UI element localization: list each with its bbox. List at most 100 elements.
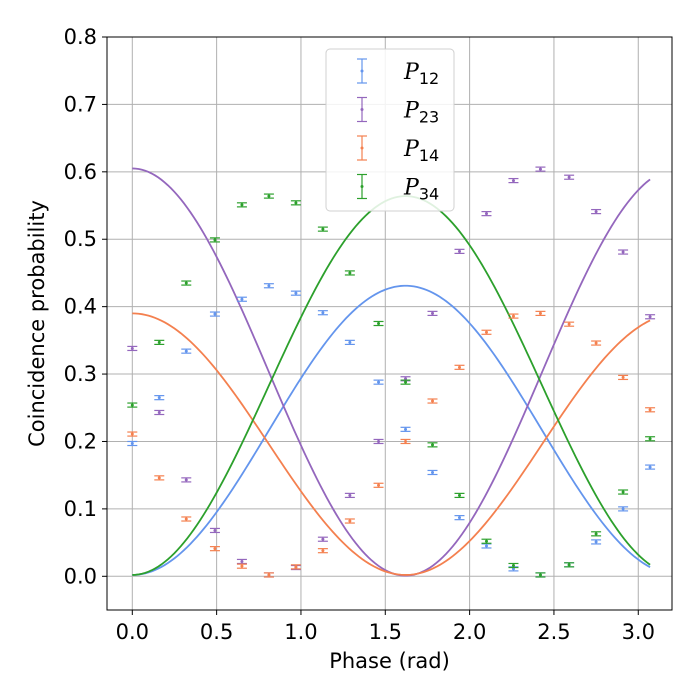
y-tick-label: 0.6: [64, 160, 97, 184]
y-tick-label: 0.1: [64, 497, 97, 521]
legend-entry-14: P14: [357, 135, 439, 165]
legend-marker: [360, 108, 364, 111]
legend-label-subscript: 14: [419, 146, 439, 165]
data-point: [484, 544, 488, 548]
error-bar-point: [400, 438, 411, 445]
error-bar-point: [263, 572, 274, 578]
y-tick-label: 0.0: [64, 564, 97, 588]
error-bar-point: [427, 398, 438, 404]
x-tick-label: 3.0: [622, 620, 655, 644]
data-point: [484, 330, 488, 334]
error-bar-point: [317, 310, 328, 316]
error-bar-point: [154, 339, 165, 345]
legend-label-main: P: [403, 176, 420, 201]
error-bar-point: [317, 536, 328, 542]
legend-entry-12: P12: [357, 58, 439, 88]
data-point: [267, 284, 271, 288]
error-bar-point: [236, 563, 247, 569]
fit-curves: [132, 167, 651, 577]
data-point: [321, 549, 325, 553]
data-point: [348, 493, 352, 497]
fit-curve-34: [132, 195, 651, 576]
legend-label: P34: [403, 176, 439, 204]
error-bar-point: [263, 283, 274, 289]
error-bar-point: [181, 280, 192, 286]
data-point: [404, 380, 408, 384]
error-bar-point: [508, 562, 519, 569]
data-point: [457, 249, 461, 253]
data-point: [321, 311, 325, 315]
error-bar-point: [127, 431, 138, 437]
legend-label-main: P: [403, 99, 420, 124]
fit-curve-14: [132, 312, 651, 576]
error-bar-point: [236, 202, 247, 208]
x-tick-label: 1.0: [284, 620, 317, 644]
data-point: [348, 519, 352, 523]
x-tick-label: 2.0: [453, 620, 486, 644]
error-bar-point: [564, 562, 575, 568]
data-point: [511, 314, 515, 318]
error-bar-point: [535, 572, 546, 578]
data-point: [404, 427, 408, 431]
data-point: [157, 396, 161, 400]
data-point: [648, 465, 652, 469]
error-bar-point: [236, 296, 247, 302]
error-bar-point: [481, 329, 492, 335]
error-bar-point: [618, 489, 629, 495]
error-bar-point: [591, 531, 602, 537]
legend-entry-23: P23: [357, 96, 439, 127]
data-point: [648, 437, 652, 441]
legend-label-main: P: [403, 60, 420, 85]
error-bar-point: [645, 407, 656, 413]
series-points-12: [127, 283, 656, 578]
data-point: [567, 563, 571, 567]
error-bar-point: [481, 543, 492, 549]
y-tick-label: 0.2: [64, 429, 97, 453]
data-point: [184, 517, 188, 521]
error-bar-point: [427, 310, 438, 317]
legend-box: [325, 48, 455, 212]
error-bar-point: [400, 426, 411, 432]
data-point: [213, 312, 217, 316]
data-point: [213, 547, 217, 551]
data-point: [240, 564, 244, 568]
data-point: [267, 573, 271, 577]
y-tick-label: 0.5: [64, 227, 97, 251]
data-point: [213, 528, 217, 532]
x-axis-ticks: 0.0 0.5 1.0 1.5 2.0 2.5 3.0: [116, 610, 655, 644]
error-bar-point: [454, 364, 465, 370]
data-point: [240, 203, 244, 207]
data-point: [484, 212, 488, 216]
data-point: [457, 493, 461, 497]
x-tick-label: 0.5: [200, 620, 233, 644]
series-points-14: [127, 310, 656, 578]
error-bar-point: [154, 395, 165, 401]
error-bar-point: [344, 518, 355, 524]
data-point: [567, 175, 571, 179]
error-bar-point: [209, 311, 220, 317]
error-bar-point: [454, 492, 465, 499]
error-bar-point: [154, 475, 165, 481]
error-bar-point: [481, 210, 492, 217]
data-point: [621, 250, 625, 254]
error-bar-point: [508, 177, 519, 184]
data-point: [130, 403, 134, 407]
error-bar-point: [236, 558, 247, 565]
error-bar-point: [373, 379, 384, 385]
x-tick-label: 0.0: [116, 620, 149, 644]
data-point: [594, 532, 598, 536]
error-bar-point: [344, 492, 355, 499]
error-bar-point: [427, 442, 438, 448]
error-bar-point: [618, 374, 629, 381]
legend-label: P23: [403, 99, 439, 127]
data-point: [431, 470, 435, 474]
data-point: [213, 238, 217, 242]
data-point: [294, 201, 298, 205]
data-point: [431, 399, 435, 403]
data-point: [184, 281, 188, 285]
legend-label-main: P: [403, 137, 420, 162]
error-bar-point: [127, 440, 138, 447]
data-point: [377, 439, 381, 443]
data-point: [377, 322, 381, 325]
y-axis-label: Coincidence probability: [25, 200, 49, 447]
